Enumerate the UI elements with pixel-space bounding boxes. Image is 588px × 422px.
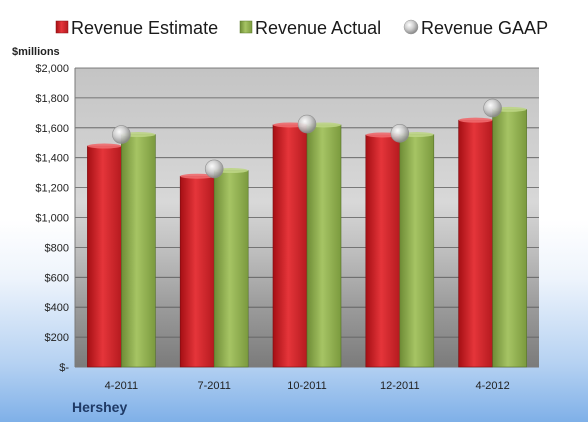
revenue-estimate-bar — [365, 134, 401, 368]
y-tick-label: $1,000 — [35, 213, 69, 225]
x-tick-label: 10-2011 — [287, 380, 327, 392]
y-tick-label: $1,800 — [35, 93, 69, 105]
y-axis: $- $200 $400 $600 $800 $1,000 $1,200 $1,400 $1,6… — [35, 63, 76, 374]
company-label: Hershey — [72, 399, 127, 415]
legend: Revenue Estimate Revenue Actual Revenue … — [55, 18, 548, 38]
y-tick-label: $800 — [45, 242, 69, 254]
x-tick-label: 12-2011 — [380, 380, 420, 392]
gaap-points — [112, 98, 502, 179]
revenue-estimate-bar — [179, 175, 215, 368]
revenue-gaap-point — [483, 98, 502, 118]
y-tick-label: $1,200 — [35, 183, 69, 195]
y-tick-label: $200 — [45, 332, 69, 344]
revenue-estimate-bar — [458, 119, 493, 368]
y-axis-unit-label: $millions — [12, 46, 60, 58]
revenue-actual-bar — [213, 170, 249, 368]
revenue-actual-bar — [306, 124, 342, 368]
revenue-estimate-bar — [272, 124, 308, 368]
revenue-gaap-point — [204, 159, 224, 179]
y-tick-label: $1,600 — [35, 123, 69, 135]
y-tick-label: $600 — [45, 272, 69, 284]
legend-label-revenue-actual: Revenue Actual — [255, 18, 381, 38]
legend-swatch-revenue-actual — [239, 20, 253, 34]
revenue-gaap-point — [297, 114, 317, 134]
revenue-actual-bar — [121, 134, 156, 368]
revenue-actual-bar — [399, 134, 435, 368]
legend-label-revenue-gaap: Revenue GAAP — [421, 18, 548, 38]
legend-label-revenue-estimate: Revenue Estimate — [71, 18, 218, 38]
y-tick-label: $- — [59, 362, 69, 374]
y-tick-label: $2,000 — [35, 63, 69, 75]
revenue-estimate-bar-top — [87, 143, 122, 149]
legend-swatch-revenue-estimate — [55, 20, 69, 34]
x-tick-label: 4-2012 — [475, 380, 509, 392]
revenue-estimate-bar — [87, 145, 122, 368]
x-tick-label: 4-2011 — [105, 380, 138, 392]
revenue-estimate-bar-top — [180, 173, 215, 179]
x-tick-label: 7-2011 — [197, 380, 230, 392]
legend-swatch-revenue-gaap — [403, 19, 419, 35]
bars — [87, 106, 527, 368]
revenue-actual-bar — [492, 109, 527, 368]
revenue-gaap-point — [390, 124, 410, 143]
revenue-gaap-point — [112, 125, 131, 144]
x-axis: 4-2011 7-2011 10-2011 12-2011 4-2012 — [75, 366, 539, 392]
y-tick-label: $400 — [45, 302, 69, 314]
revenue-estimate-bar-top — [458, 117, 493, 123]
y-tick-label: $1,400 — [35, 153, 69, 165]
